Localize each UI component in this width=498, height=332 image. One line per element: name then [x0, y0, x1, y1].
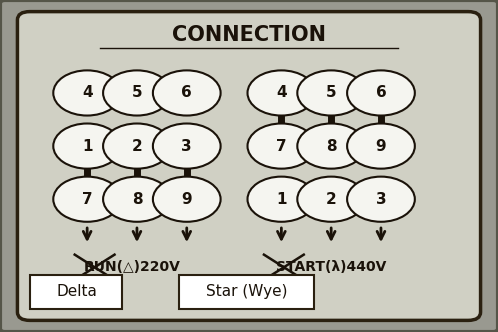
Text: RUN(△)220V: RUN(△)220V — [84, 260, 180, 274]
Circle shape — [53, 124, 121, 169]
FancyBboxPatch shape — [30, 275, 122, 309]
Text: START(λ)440V: START(λ)440V — [276, 260, 386, 274]
Text: 1: 1 — [82, 138, 93, 154]
Circle shape — [103, 124, 171, 169]
Text: 7: 7 — [276, 138, 287, 154]
Circle shape — [103, 177, 171, 222]
FancyBboxPatch shape — [17, 12, 481, 320]
Circle shape — [248, 177, 315, 222]
Text: 4: 4 — [82, 85, 93, 101]
Text: 5: 5 — [131, 85, 142, 101]
Text: 6: 6 — [181, 85, 192, 101]
Text: CONNECTION: CONNECTION — [172, 25, 326, 45]
Text: 1: 1 — [276, 192, 287, 207]
FancyBboxPatch shape — [179, 275, 314, 309]
Text: 7: 7 — [82, 192, 93, 207]
Circle shape — [53, 70, 121, 116]
Text: 8: 8 — [131, 192, 142, 207]
Text: 3: 3 — [375, 192, 386, 207]
Circle shape — [347, 177, 415, 222]
Text: 6: 6 — [375, 85, 386, 101]
Circle shape — [53, 177, 121, 222]
Circle shape — [297, 177, 365, 222]
Text: 3: 3 — [181, 138, 192, 154]
Circle shape — [347, 70, 415, 116]
Circle shape — [103, 70, 171, 116]
Text: Star (Wye): Star (Wye) — [206, 284, 287, 299]
Circle shape — [297, 124, 365, 169]
Text: 4: 4 — [276, 85, 287, 101]
Circle shape — [248, 124, 315, 169]
Text: 5: 5 — [326, 85, 337, 101]
Text: 2: 2 — [326, 192, 337, 207]
Circle shape — [347, 124, 415, 169]
Text: 9: 9 — [181, 192, 192, 207]
Circle shape — [248, 70, 315, 116]
Circle shape — [153, 177, 221, 222]
Text: 2: 2 — [131, 138, 142, 154]
Text: 8: 8 — [326, 138, 337, 154]
Text: 9: 9 — [375, 138, 386, 154]
Text: Delta: Delta — [57, 284, 98, 299]
Circle shape — [297, 70, 365, 116]
Circle shape — [153, 70, 221, 116]
Circle shape — [153, 124, 221, 169]
